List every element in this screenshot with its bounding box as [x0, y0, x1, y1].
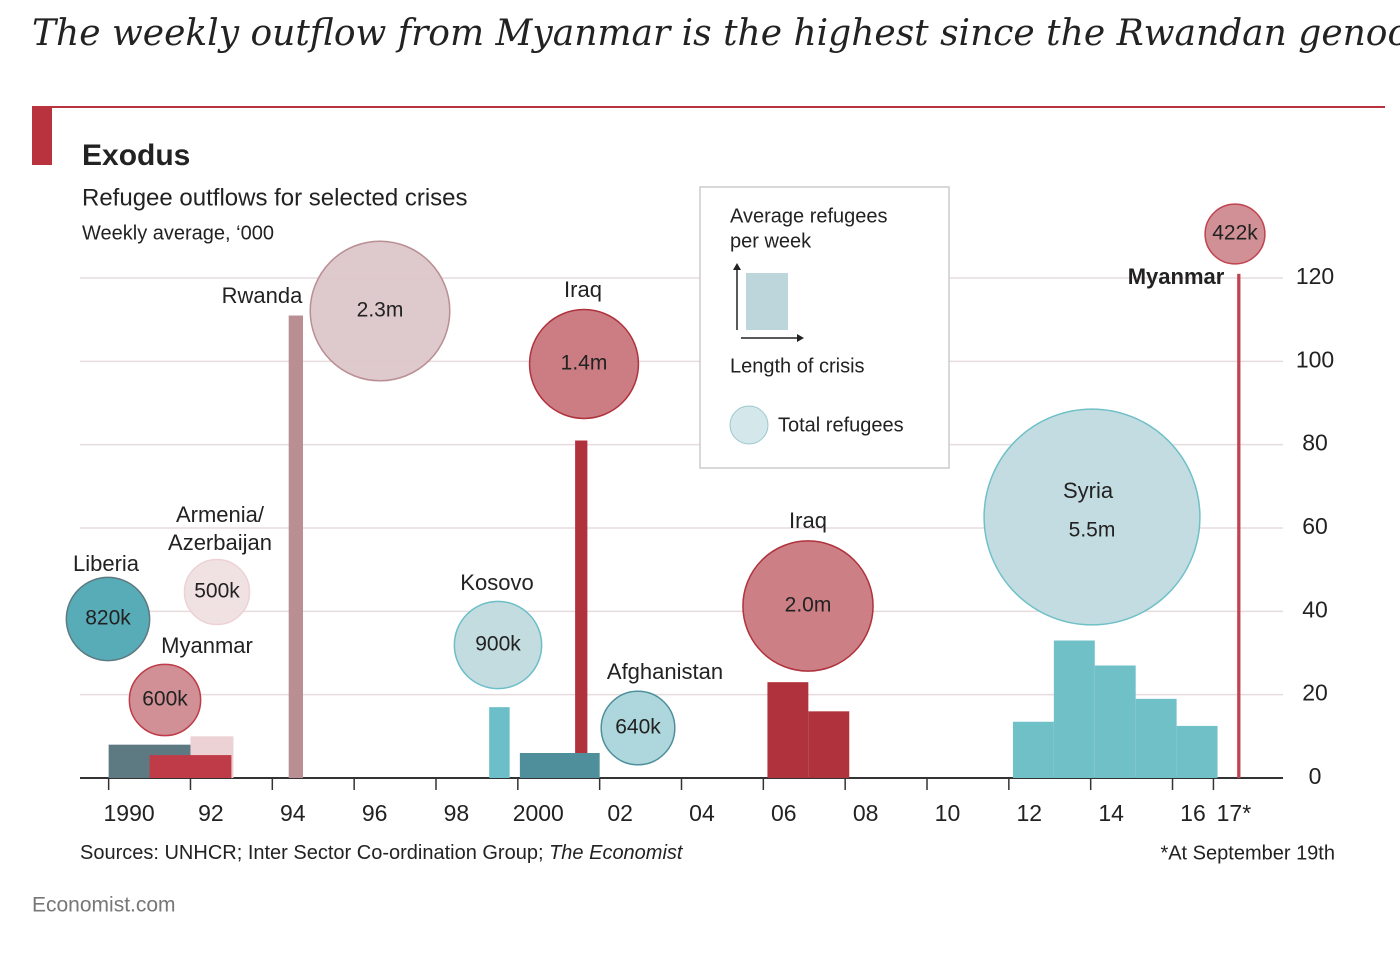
sources-text: Sources: UNHCR; Inter Sector Co-ordinati…	[80, 842, 549, 864]
plot: 0 20 40 60 80 100 120 1990 92 94 96 98 2000 02 04 06 08 1…	[65, 203, 1334, 826]
total-label: 820k	[85, 607, 131, 630]
crisis-name: Iraq	[789, 508, 827, 533]
sources-italic: The Economist	[549, 842, 684, 864]
y-tick-label: 100	[1296, 346, 1334, 372]
crisis-bar	[1237, 273, 1241, 778]
legend-bubble-icon	[729, 405, 769, 445]
crisis-name-line: Azerbaijan	[168, 530, 272, 555]
crisis-bar	[288, 315, 304, 778]
total-label: 1.4m	[561, 352, 608, 375]
legend-arrow-head	[797, 334, 804, 342]
total-label: 2.3m	[357, 299, 404, 322]
total-label: 422k	[1212, 222, 1258, 245]
total-label: 5.5m	[1069, 519, 1116, 542]
x-tick-label: 10	[935, 800, 961, 826]
total-label: 600k	[142, 688, 188, 711]
x-tick-label: 08	[853, 800, 879, 826]
sources: Sources: UNHCR; Inter Sector Co-ordinati…	[80, 842, 684, 864]
total-bubble	[128, 663, 202, 737]
total-label: 900k	[475, 633, 521, 656]
y-tick-label: 120	[1296, 263, 1334, 289]
legend-arrow-head	[733, 263, 741, 270]
x-tick-label: 1990	[104, 800, 155, 826]
total-label: 2.0m	[785, 594, 832, 617]
y-tick-label: 40	[1302, 596, 1328, 622]
x-tick-label: 2000	[513, 800, 564, 826]
crisis-name: Syria	[1063, 478, 1114, 503]
crisis-bar	[489, 707, 510, 778]
crisis-name-line: Armenia/	[176, 502, 265, 527]
crisis-name: Kosovo	[460, 570, 533, 595]
legend-bubble-title: Total refugees	[778, 414, 904, 436]
legend-bar-axis: Length of crisis	[730, 355, 865, 377]
crisis-name: Armenia/Azerbaijan	[168, 502, 272, 555]
y-label: Weekly average, ‘000	[82, 222, 274, 244]
total-bubble	[65, 576, 151, 662]
total-bubble	[528, 308, 640, 420]
total-label: 500k	[194, 580, 240, 603]
crisis-name: Liberia	[73, 551, 140, 576]
total-bubble	[453, 600, 543, 690]
total-bubble	[600, 690, 676, 766]
total-bubble	[1204, 203, 1266, 265]
x-tick-label: 92	[198, 800, 224, 826]
total-bubble	[983, 408, 1201, 626]
total-bubble	[183, 558, 251, 626]
x-tick-label: 02	[607, 800, 633, 826]
x-tick-label: 04	[689, 800, 715, 826]
total-bubble	[309, 240, 451, 382]
x-tick-label: 14	[1098, 800, 1124, 826]
x-tick-label: 17*	[1217, 800, 1252, 826]
y-tick-label: 20	[1302, 680, 1328, 706]
x-tick-label: 94	[280, 800, 306, 826]
legend-bar-icon	[746, 273, 788, 330]
x-tick-label: 12	[1017, 800, 1043, 826]
chart-title: Exodus	[82, 139, 190, 172]
x-tick-label: 06	[771, 800, 797, 826]
y-tick-label: 0	[1309, 763, 1322, 789]
crisis-name: Rwanda	[222, 283, 303, 308]
brand: Economist.com	[32, 894, 176, 917]
x-tick-label: 96	[362, 800, 388, 826]
crisis-bar	[1176, 725, 1218, 778]
legend-bar-title: per week	[730, 230, 812, 252]
crisis-bar	[1094, 665, 1136, 778]
crisis-bar	[149, 755, 232, 778]
x-tick-label: 16	[1180, 800, 1206, 826]
crisis-bar	[1053, 640, 1095, 778]
crisis-bar	[808, 711, 850, 778]
red-tab	[32, 107, 52, 165]
crisis-bar	[575, 440, 588, 778]
crisis-name: Afghanistan	[607, 659, 723, 684]
total-label: 640k	[615, 716, 661, 739]
crisis-bar	[519, 753, 600, 778]
crisis-bar	[1012, 721, 1054, 778]
legend: Average refugees per week Length of cris…	[699, 186, 950, 469]
x-tick-label: 98	[444, 800, 470, 826]
headline: The weekly outflow from Myanmar is the h…	[32, 13, 1400, 54]
footnote: *At September 19th	[1160, 842, 1335, 864]
crisis-name: Iraq	[564, 277, 602, 302]
crisis-name: Myanmar	[1128, 264, 1225, 289]
total-bubble	[742, 540, 874, 672]
chart-subtitle: Refugee outflows for selected crises	[82, 184, 468, 211]
crisis-bar	[1135, 698, 1177, 778]
y-tick-label: 60	[1302, 513, 1328, 539]
crisis-bar	[767, 682, 809, 778]
crisis-name: Myanmar	[161, 633, 253, 658]
y-tick-label: 80	[1302, 430, 1328, 456]
legend-bar-title: Average refugees	[730, 205, 888, 227]
